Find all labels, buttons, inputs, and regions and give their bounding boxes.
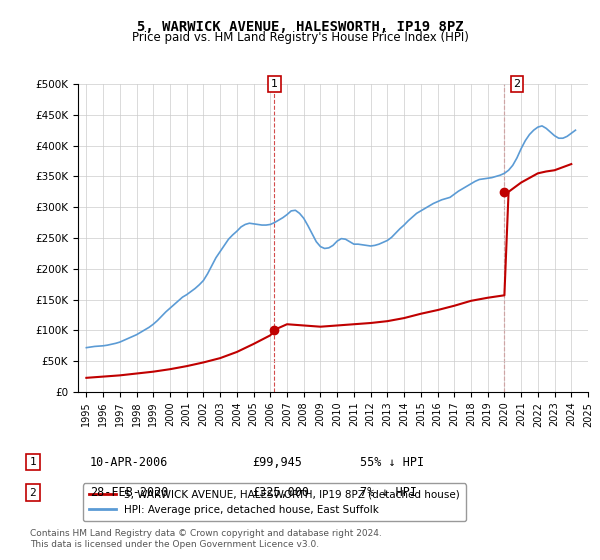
Legend: 5, WARWICK AVENUE, HALESWORTH, IP19 8PZ (detached house), HPI: Average price, de: 5, WARWICK AVENUE, HALESWORTH, IP19 8PZ … <box>83 483 466 521</box>
Text: 2: 2 <box>29 488 37 498</box>
Text: 1: 1 <box>271 79 278 89</box>
Text: 28-FEB-2020: 28-FEB-2020 <box>90 486 169 500</box>
Text: 55% ↓ HPI: 55% ↓ HPI <box>360 455 424 469</box>
Text: 2: 2 <box>514 79 520 89</box>
Text: 10-APR-2006: 10-APR-2006 <box>90 455 169 469</box>
Text: Contains HM Land Registry data © Crown copyright and database right 2024.
This d: Contains HM Land Registry data © Crown c… <box>30 529 382 549</box>
Text: £99,945: £99,945 <box>252 455 302 469</box>
Text: Price paid vs. HM Land Registry's House Price Index (HPI): Price paid vs. HM Land Registry's House … <box>131 31 469 44</box>
Text: £325,000: £325,000 <box>252 486 309 500</box>
Text: 7% ↓ HPI: 7% ↓ HPI <box>360 486 417 500</box>
Text: 1: 1 <box>29 457 37 467</box>
Text: 5, WARWICK AVENUE, HALESWORTH, IP19 8PZ: 5, WARWICK AVENUE, HALESWORTH, IP19 8PZ <box>137 20 463 34</box>
